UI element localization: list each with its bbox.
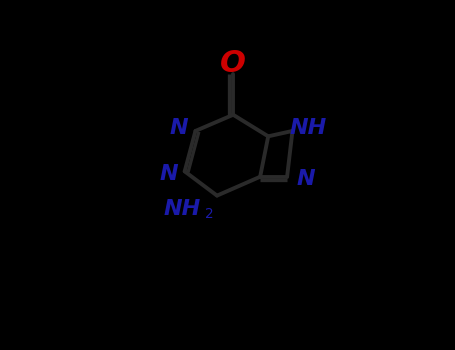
Text: N: N <box>170 118 189 138</box>
Text: NH: NH <box>290 118 327 138</box>
Text: NH: NH <box>163 199 201 219</box>
Text: N: N <box>297 169 315 189</box>
Text: O: O <box>220 49 246 78</box>
Text: $_2$: $_2$ <box>203 202 213 221</box>
Text: N: N <box>159 164 178 184</box>
